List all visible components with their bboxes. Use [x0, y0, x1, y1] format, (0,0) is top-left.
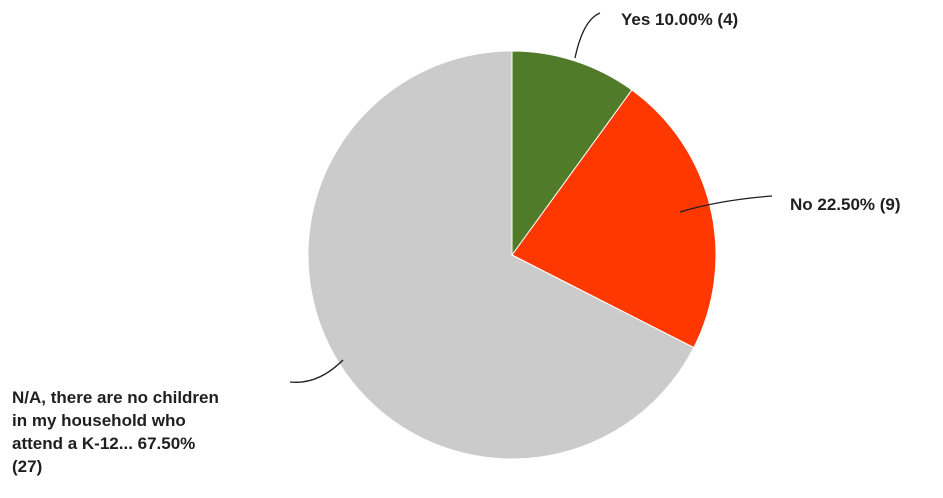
pie-slice-na	[307, 50, 695, 460]
pie-slice-yes	[511, 50, 633, 257]
slice-label-line: in my household who	[12, 411, 186, 430]
slice-label: Yes 10.00% (4)	[621, 10, 738, 29]
pie-slices	[307, 50, 717, 460]
slice-label-line: No 22.50% (9)	[790, 195, 901, 214]
slice-label: No 22.50% (9)	[790, 195, 901, 214]
slice-label-line: Yes 10.00% (4)	[621, 10, 738, 29]
slice-label-line: (27)	[12, 457, 42, 476]
slice-label-line: N/A, there are no children	[12, 388, 219, 407]
slice-label-line: attend a K-12... 67.50%	[12, 434, 195, 453]
leader-line	[289, 359, 344, 383]
slice-label: N/A, there are no children in my househol…	[12, 388, 219, 476]
pie-slice-no	[511, 89, 717, 349]
leader-line	[574, 12, 601, 59]
slice-labels: Yes 10.00% (4) No 22.50% (9) N/A, there ar…	[12, 10, 901, 476]
leader-lines	[289, 12, 773, 383]
leader-line	[679, 195, 773, 213]
